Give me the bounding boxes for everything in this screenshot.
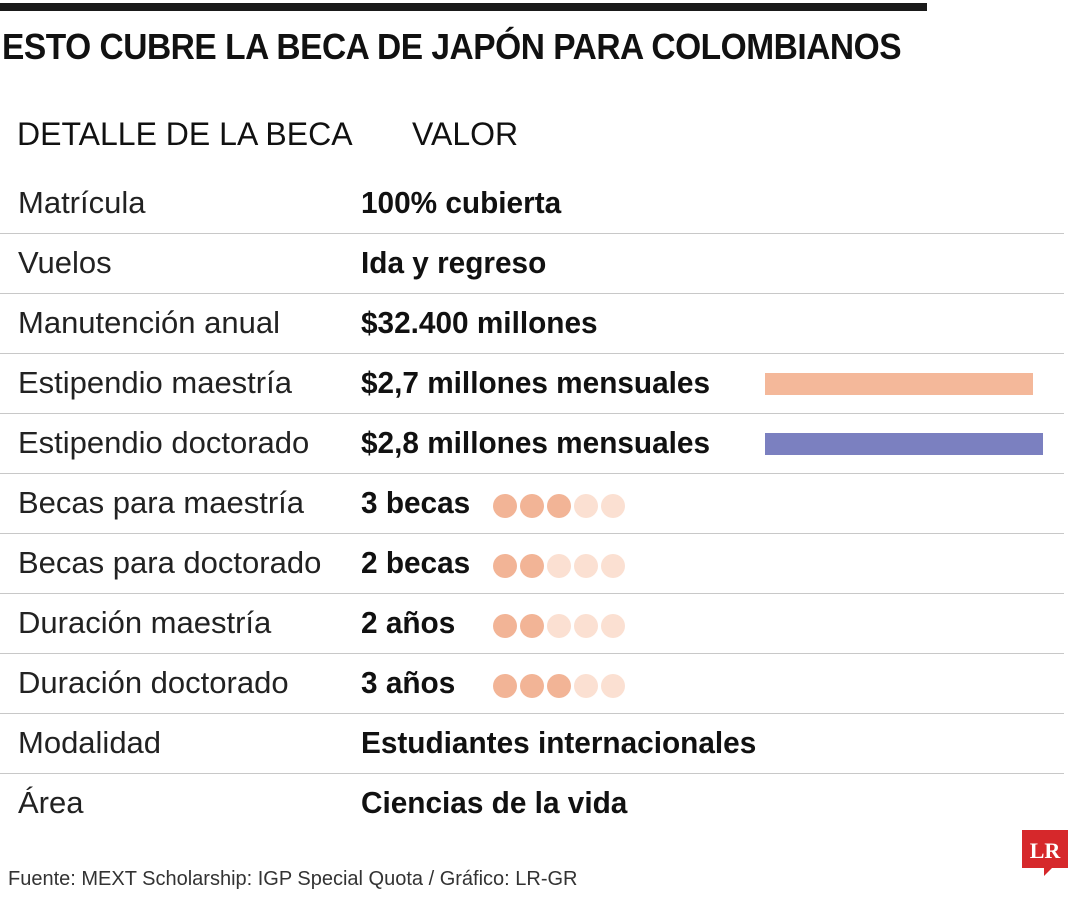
row-label: Duración doctorado [18,665,289,700]
rating-dot-empty [574,614,598,638]
scholarship-table: Matrícula 100% cubierta Vuelos Ida y reg… [0,174,1064,833]
row-label: Modalidad [18,725,162,760]
row-value: Ida y regreso [361,245,547,280]
rating-dot-empty [601,674,625,698]
chart-title: ESTO CUBRE LA BECA DE JAPÓN PARA COLOMBI… [2,26,902,67]
row-value: $32.400 millones [361,305,598,340]
row-label: Área [18,785,84,820]
rating-dot-empty [574,554,598,578]
row-label: Becas para maestría [18,485,305,520]
row-value: 100% cubierta [361,185,562,220]
rating-dots-becas-maestria [493,494,625,518]
table-row-duracion-maestria: Duración maestría 2 años [0,594,1064,654]
rating-dot-filled [520,494,544,518]
row-value: Estudiantes internacionales [361,725,757,760]
row-value: $2,8 millones mensuales [361,425,711,460]
row-value: 2 becas [361,545,471,580]
logo-badge [1022,830,1068,876]
table-row-becas-doctorado: Becas para doctorado 2 becas [0,534,1064,594]
rating-dots-duracion-doctorado [493,674,625,698]
table-row-modalidad: Modalidad Estudiantes internacionales [0,714,1064,774]
row-value: 3 becas [361,485,471,520]
table-row-estipendio-maestria: Estipendio maestría $2,7 millones mensua… [0,354,1064,414]
rating-dot-empty [601,494,625,518]
rating-dot-filled [547,674,571,698]
logo-text: LR [1030,838,1062,863]
row-value: 2 años [361,605,456,640]
column-header-value: VALOR [412,116,519,152]
row-label: Vuelos [18,245,112,280]
source-note: Fuente: MEXT Scholarship: IGP Special Qu… [8,868,578,890]
rating-dot-filled [520,674,544,698]
row-label: Manutención anual [18,305,280,340]
stipend-bar-maestria [765,373,1033,395]
rating-dot-filled [493,554,517,578]
rating-dot-empty [547,614,571,638]
row-value: $2,7 millones mensuales [361,365,711,400]
column-header-detail: DETALLE DE LA BECA [17,116,353,152]
table-row-area: Área Ciencias de la vida [0,774,1064,833]
row-value: Ciencias de la vida [361,785,628,820]
rating-dots-duracion-maestria [493,614,625,638]
table-row-duracion-doctorado: Duración doctorado 3 años [0,654,1064,714]
rating-dot-empty [547,554,571,578]
row-label: Duración maestría [18,605,272,640]
row-label: Estipendio maestría [18,365,292,400]
rating-dot-filled [520,554,544,578]
rating-dot-filled [493,494,517,518]
row-value: 3 años [361,665,456,700]
rating-dot-empty [574,494,598,518]
row-label: Matrícula [18,185,146,220]
rating-dot-filled [493,614,517,638]
table-row-becas-maestria: Becas para maestría 3 becas [0,474,1064,534]
table-row-vuelos: Vuelos Ida y regreso [0,234,1064,294]
row-label: Estipendio doctorado [18,425,310,460]
rating-dot-filled [493,674,517,698]
table-row-estipendio-doctorado: Estipendio doctorado $2,8 millones mensu… [0,414,1064,474]
stipend-bar-doctorado [765,433,1043,455]
rating-dot-empty [601,614,625,638]
table-row-manutencion: Manutención anual $32.400 millones [0,294,1064,354]
table-row-matricula: Matrícula 100% cubierta [0,174,1064,234]
lr-logo: LR [1022,830,1068,876]
rating-dots-becas-doctorado [493,554,625,578]
rating-dot-filled [520,614,544,638]
top-rule [0,3,927,11]
rating-dot-filled [547,494,571,518]
row-label: Becas para doctorado [18,545,322,580]
rating-dot-empty [601,554,625,578]
rating-dot-empty [574,674,598,698]
